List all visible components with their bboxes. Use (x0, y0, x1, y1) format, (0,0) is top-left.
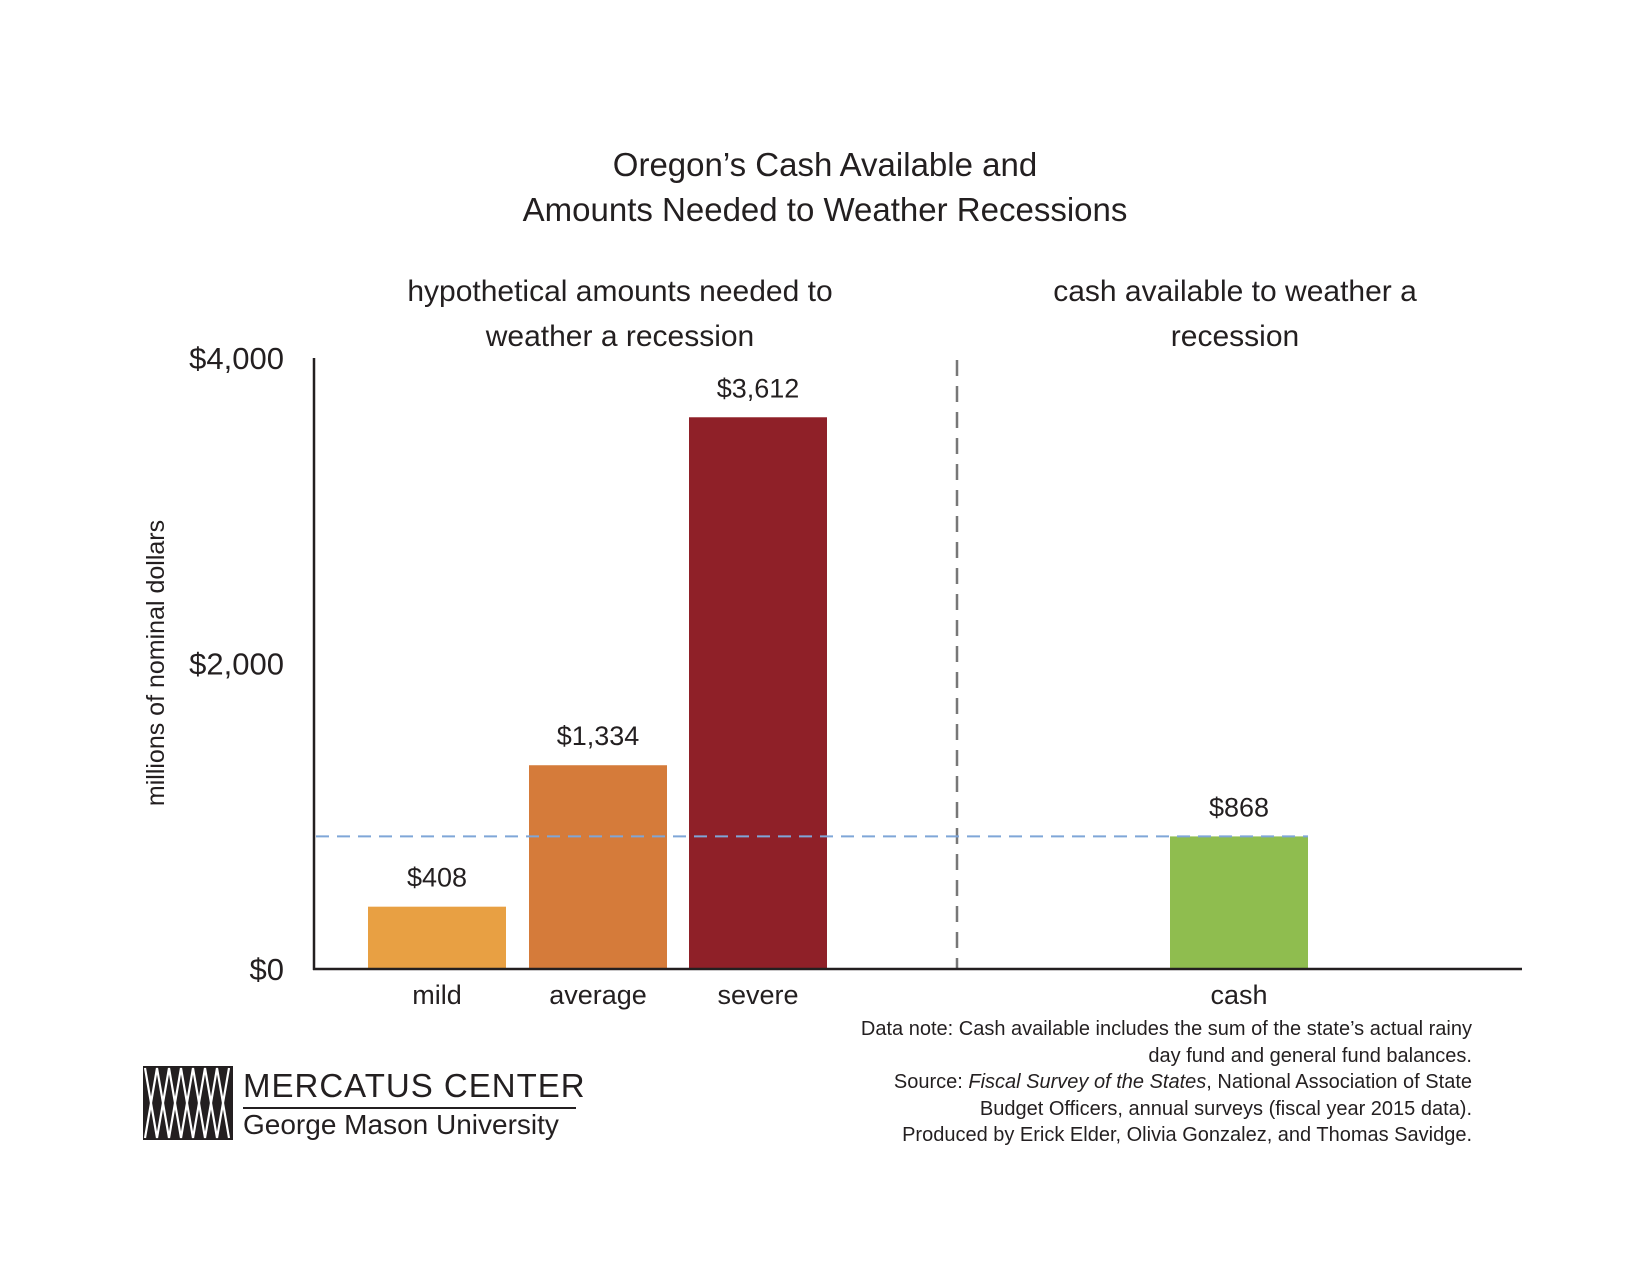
chart-title-line-1: Oregon’s Cash Available and (613, 146, 1037, 183)
x-category-label: average (549, 980, 647, 1010)
data-note: Data note: Cash available includes the s… (772, 1016, 1472, 1149)
bar-average (529, 765, 667, 969)
group-label-cash-line-2: recession (1171, 320, 1299, 353)
source-line-2: Budget Officers, annual surveys (fiscal … (979, 1097, 1472, 1120)
y-tick-label: $0 (250, 952, 284, 987)
source-line: Source: Fiscal Survey of the States, Nat… (772, 1069, 1472, 1096)
x-category-label: severe (717, 980, 798, 1010)
bar-value-label: $868 (1209, 792, 1269, 822)
bar-value-label: $1,334 (557, 721, 640, 751)
bar-mild (368, 906, 506, 969)
bar-severe (689, 417, 827, 970)
source-suffix: , National Association of State (1206, 1071, 1472, 1093)
bar-value-labels: $408 $1,334 $3,612 $868 (407, 373, 1269, 892)
y-axis-ticks: $0 $2,000 $4,000 (189, 341, 284, 987)
group-label-cash-line-1: cash available to weather a (1053, 275, 1417, 308)
data-note-line-2: day fund and general fund balances. (1148, 1044, 1472, 1067)
category-labels: mild average severe cash (412, 980, 1267, 1010)
y-tick-label: $2,000 (189, 647, 284, 682)
chart-title-line-2: Amounts Needed to Weather Recessions (523, 191, 1128, 228)
x-category-label: mild (412, 980, 462, 1010)
group-label-needed-line-2: weather a recession (485, 320, 754, 353)
bar-value-label: $408 (407, 863, 467, 893)
logo-divider (243, 1107, 576, 1109)
bars (368, 417, 1308, 970)
logo-name: MERCATUS CENTER (243, 1067, 586, 1104)
y-tick-label: $4,000 (189, 341, 284, 376)
mercatus-logo-mark-icon (143, 1066, 233, 1140)
bar-value-label: $3,612 (717, 373, 800, 403)
group-label-needed-line-1: hypothetical amounts needed to (407, 275, 832, 308)
credits-line: Produced by Erick Elder, Olivia Gonzalez… (902, 1124, 1472, 1146)
source-prefix: Source: (893, 1071, 969, 1093)
bar-cash (1170, 836, 1308, 969)
source-title: Fiscal Survey of the States (968, 1071, 1207, 1093)
x-category-label: cash (1210, 980, 1267, 1010)
logo-subtitle: George Mason University (243, 1109, 559, 1140)
y-axis-title: millions of nominal dollars (142, 520, 170, 806)
data-note-line-1: Data note: Cash available includes the s… (860, 1018, 1472, 1040)
